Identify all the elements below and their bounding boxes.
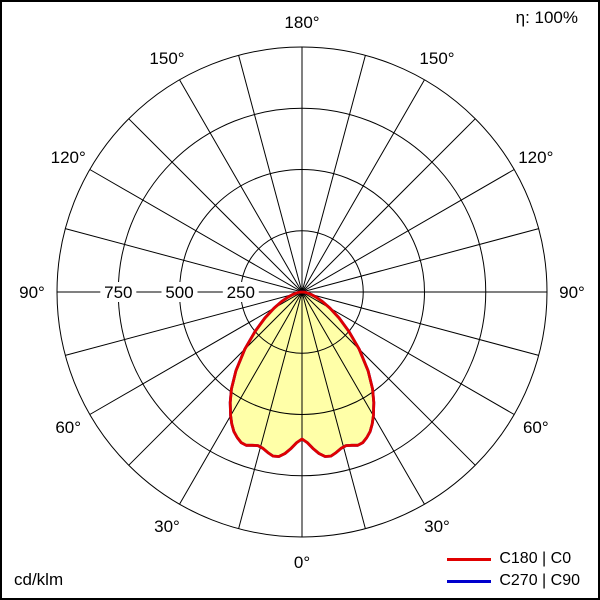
angle-label: 150° [149, 49, 184, 68]
radial-tick-label: 750 [104, 283, 132, 302]
legend-item-c90: C270 | C90 [447, 572, 580, 590]
angle-label: 90° [559, 283, 585, 302]
legend-item-c0: C180 | C0 [447, 550, 571, 568]
legend: C180 | C0 C270 | C90 [447, 550, 580, 590]
radial-tick-backing [161, 282, 198, 302]
angle-label: 0° [294, 553, 310, 572]
angle-label: 180° [284, 13, 319, 32]
legend-line-blue-icon [447, 579, 492, 583]
angle-label: 60° [55, 418, 81, 437]
legend-label-c0: C180 | C0 [499, 550, 572, 567]
intensity-curve-c0 [228, 290, 376, 458]
light-output-ratio-label: η: 100% [515, 8, 578, 27]
angle-label: 30° [154, 517, 180, 536]
angle-label: 90° [19, 283, 45, 302]
angle-label: 150° [419, 49, 454, 68]
angle-label: 60° [523, 418, 549, 437]
radial-tick-backing [222, 282, 259, 302]
legend-line-red-icon [447, 557, 492, 561]
radial-tick-label: 250 [227, 283, 255, 302]
legend-label-c90: C270 | C90 [499, 572, 580, 589]
radial-tick-backing [100, 282, 137, 302]
angle-label: 30° [424, 517, 450, 536]
unit-label: cd/klm [14, 570, 64, 589]
angle-label: 120° [51, 148, 86, 167]
radial-tick-label: 500 [165, 283, 193, 302]
angle-label: 120° [518, 148, 553, 167]
